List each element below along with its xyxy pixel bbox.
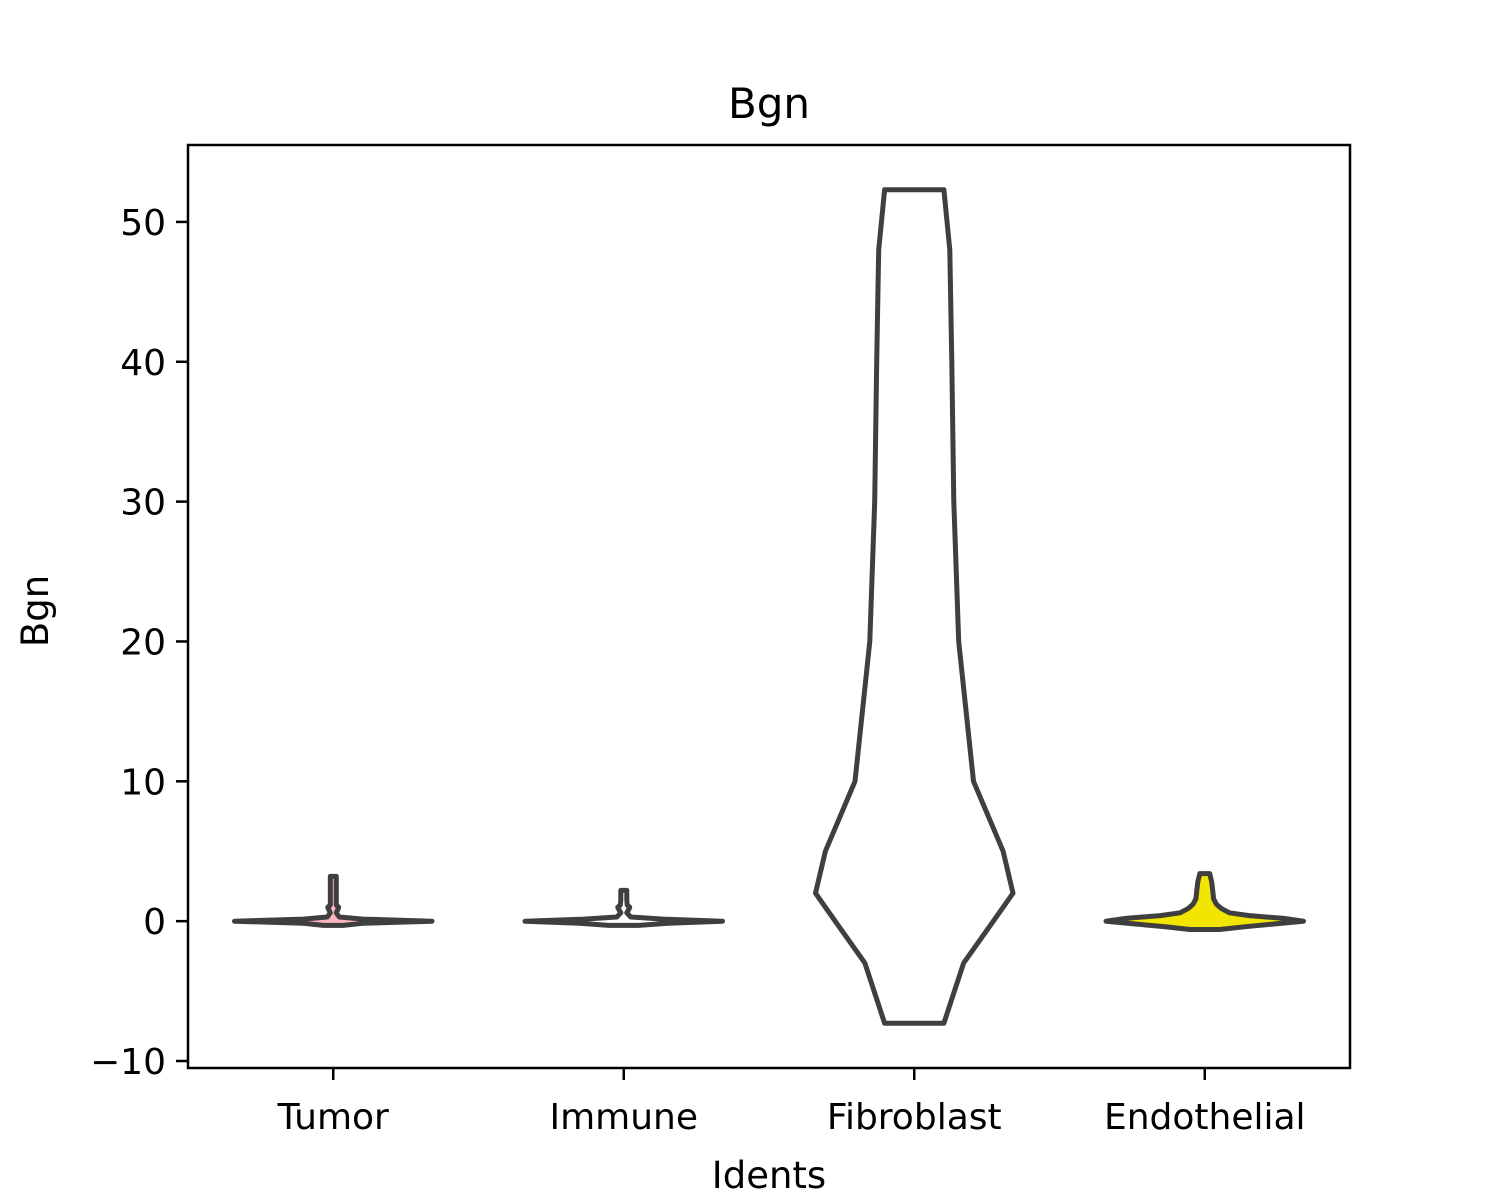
x-axis-title: Idents	[712, 1154, 826, 1197]
y-tick-label: −10	[90, 1042, 166, 1083]
plot-frame	[186, 143, 1352, 1070]
y-tick-label: 10	[120, 762, 166, 803]
violin-tumor	[232, 873, 435, 928]
x-tick-label-fibroblast: Fibroblast	[827, 1097, 1002, 1138]
y-axis: −10 0 10 20 30 40 50	[90, 203, 188, 1083]
x-tick-label-tumor: Tumor	[277, 1097, 389, 1138]
y-axis-title: Bgn	[14, 575, 57, 647]
x-axis: Tumor Immune Fibroblast Endothelial	[277, 1068, 1306, 1138]
y-tick-label: 0	[143, 902, 166, 943]
y-tick-label: 50	[120, 203, 166, 244]
violins	[232, 187, 1306, 1026]
x-tick-label-immune: Immune	[549, 1097, 698, 1138]
chart-title: Bgn	[728, 79, 810, 128]
violin-immune	[522, 887, 725, 928]
x-tick-label-endothelial: Endothelial	[1104, 1097, 1306, 1138]
violin-endothelial	[1103, 871, 1306, 932]
violin-fibroblast	[813, 187, 1016, 1026]
y-tick-label: 40	[120, 343, 166, 384]
y-tick-label: 20	[120, 622, 166, 663]
y-tick-label: 30	[120, 483, 166, 524]
